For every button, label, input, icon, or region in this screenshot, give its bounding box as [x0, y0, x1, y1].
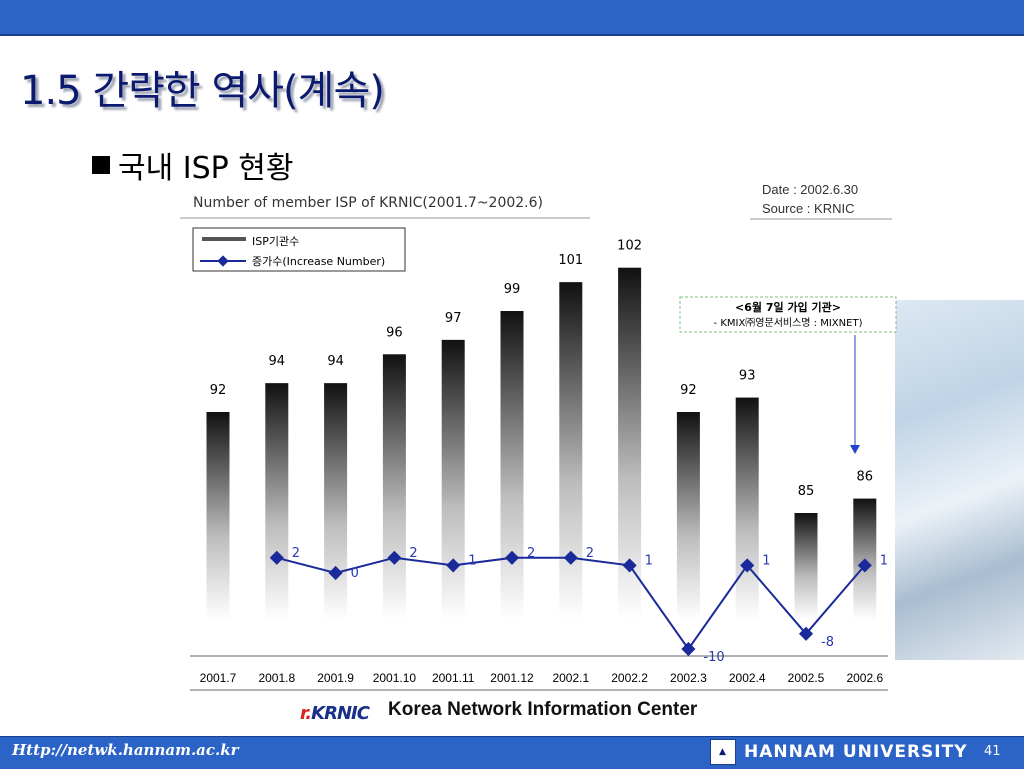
background-decoration-image — [895, 300, 1024, 660]
increase-marker — [563, 550, 578, 565]
callout: <6월 7일 가입 기관> - KMIX㈜영문서비스명 : MIXNET) — [679, 296, 897, 454]
bar-value-label: 99 — [504, 282, 521, 297]
increase-value-label: -8 — [821, 635, 834, 650]
x-tick-label: 2001.12 — [490, 671, 534, 685]
x-tick-label: 2002.6 — [846, 671, 883, 685]
top-bar — [0, 0, 1024, 36]
page-number: 41 — [984, 744, 1001, 759]
bullet-item: 국내 ISP 현황 — [92, 143, 293, 187]
x-tick-label: 2001.8 — [258, 671, 295, 685]
legend-label-increase: 증가수(Increase Number) — [252, 255, 385, 268]
callout-box — [679, 296, 897, 333]
callout-title: <6월 7일 가입 기관> — [735, 300, 841, 314]
increase-marker — [681, 641, 696, 657]
increase-marker — [446, 558, 461, 573]
bar-value-label: 94 — [269, 354, 286, 369]
increase-marker — [857, 558, 872, 573]
x-tick-label: 2002.1 — [552, 671, 589, 685]
legend-marker-icon — [217, 255, 229, 267]
x-tick-label: 2002.3 — [670, 671, 707, 685]
krnic-logo: r.KRNIC — [300, 703, 370, 724]
bar — [559, 282, 583, 620]
increase-marker — [622, 558, 637, 573]
bar — [794, 513, 818, 620]
bar — [265, 383, 289, 620]
bullet-text: 국내 ISP 현황 — [118, 151, 294, 186]
increase-marker — [387, 550, 402, 565]
university-name: HANNAM UNIVERSITY — [744, 742, 968, 762]
legend: ISP기관수 증가수(Increase Number) — [192, 227, 406, 272]
bar — [735, 397, 759, 620]
bar — [324, 383, 348, 620]
x-tick-label: 2002.5 — [788, 671, 825, 685]
isp-chart: Number of member ISP of KRNIC(2001.7~200… — [180, 182, 897, 691]
callout-arrow-icon — [850, 445, 860, 454]
university-brand: ▲ HANNAM UNIVERSITY — [710, 739, 968, 765]
increase-marker — [740, 558, 755, 573]
x-tick-label: 2001.11 — [432, 671, 475, 685]
bar — [382, 354, 406, 620]
slide-title: 1.5 간략한 역사(계속) — [20, 68, 385, 114]
increase-marker — [328, 565, 343, 581]
increase-value-label: -10 — [703, 650, 724, 665]
line-series-layer: 2 0 2 1 2 2 1 -10 1 -8 1 — [269, 546, 888, 665]
increase-value-label: 2 — [409, 546, 417, 561]
increase-value-label: 1 — [880, 553, 888, 568]
increase-value-label: 1 — [762, 553, 770, 568]
bar — [676, 412, 700, 620]
increase-value-label: 2 — [586, 546, 594, 561]
bar-value-label: 97 — [445, 311, 462, 326]
chart-title: Number of member ISP of KRNIC(2001.7~200… — [193, 195, 543, 211]
org-name: Korea Network Information Center — [388, 699, 698, 720]
date-label: Date : 2002.6.30 — [762, 182, 858, 197]
bar — [618, 267, 642, 620]
x-tick-label: 2001.9 — [317, 671, 354, 685]
footer-url: Http://netwk.hannam.ac.kr — [12, 741, 239, 759]
x-tick-labels: 2001.7 2001.8 2001.9 2001.10 2001.11 2001.12 2… — [200, 671, 884, 685]
krnic-logo-text: KRNIC — [311, 703, 370, 724]
x-tick-label: 2002.4 — [729, 671, 766, 685]
increase-value-label: 1 — [645, 553, 653, 568]
bar-value-label: 93 — [739, 369, 756, 384]
increase-value-label: 1 — [468, 553, 476, 568]
bar-value-label: 94 — [327, 354, 344, 369]
x-tick-label: 2001.10 — [373, 671, 417, 685]
bar-value-label: 101 — [558, 253, 583, 268]
increase-value-label: 2 — [527, 546, 535, 561]
bar — [500, 310, 524, 620]
bar — [441, 339, 465, 620]
bar-value-label: 96 — [386, 325, 403, 340]
university-logo-icon: ▲ — [710, 739, 736, 765]
bar-value-label: 92 — [210, 383, 227, 398]
bullet-square-icon — [92, 156, 110, 174]
bar-value-label: 85 — [798, 484, 815, 499]
callout-text: - KMIX㈜영문서비스명 : MIXNET) — [714, 316, 863, 329]
bar-value-label: 102 — [617, 239, 642, 254]
legend-box — [192, 227, 406, 272]
source-label: Source : KRNIC — [762, 201, 854, 216]
increase-marker — [798, 626, 814, 641]
increase-value-label: 2 — [292, 546, 300, 561]
increase-value-label: 0 — [351, 566, 359, 581]
bar-value-label: 86 — [857, 470, 874, 485]
legend-label-isp: ISP기관수 — [252, 235, 299, 248]
x-tick-label: 2002.2 — [611, 671, 648, 685]
increase-marker — [269, 550, 284, 565]
bar — [206, 412, 230, 620]
bar-value-label: 92 — [680, 383, 697, 398]
x-tick-label: 2001.7 — [200, 671, 237, 685]
footer-bar — [0, 736, 1024, 769]
increase-marker — [504, 550, 520, 565]
legend-bar-swatch — [202, 237, 246, 241]
